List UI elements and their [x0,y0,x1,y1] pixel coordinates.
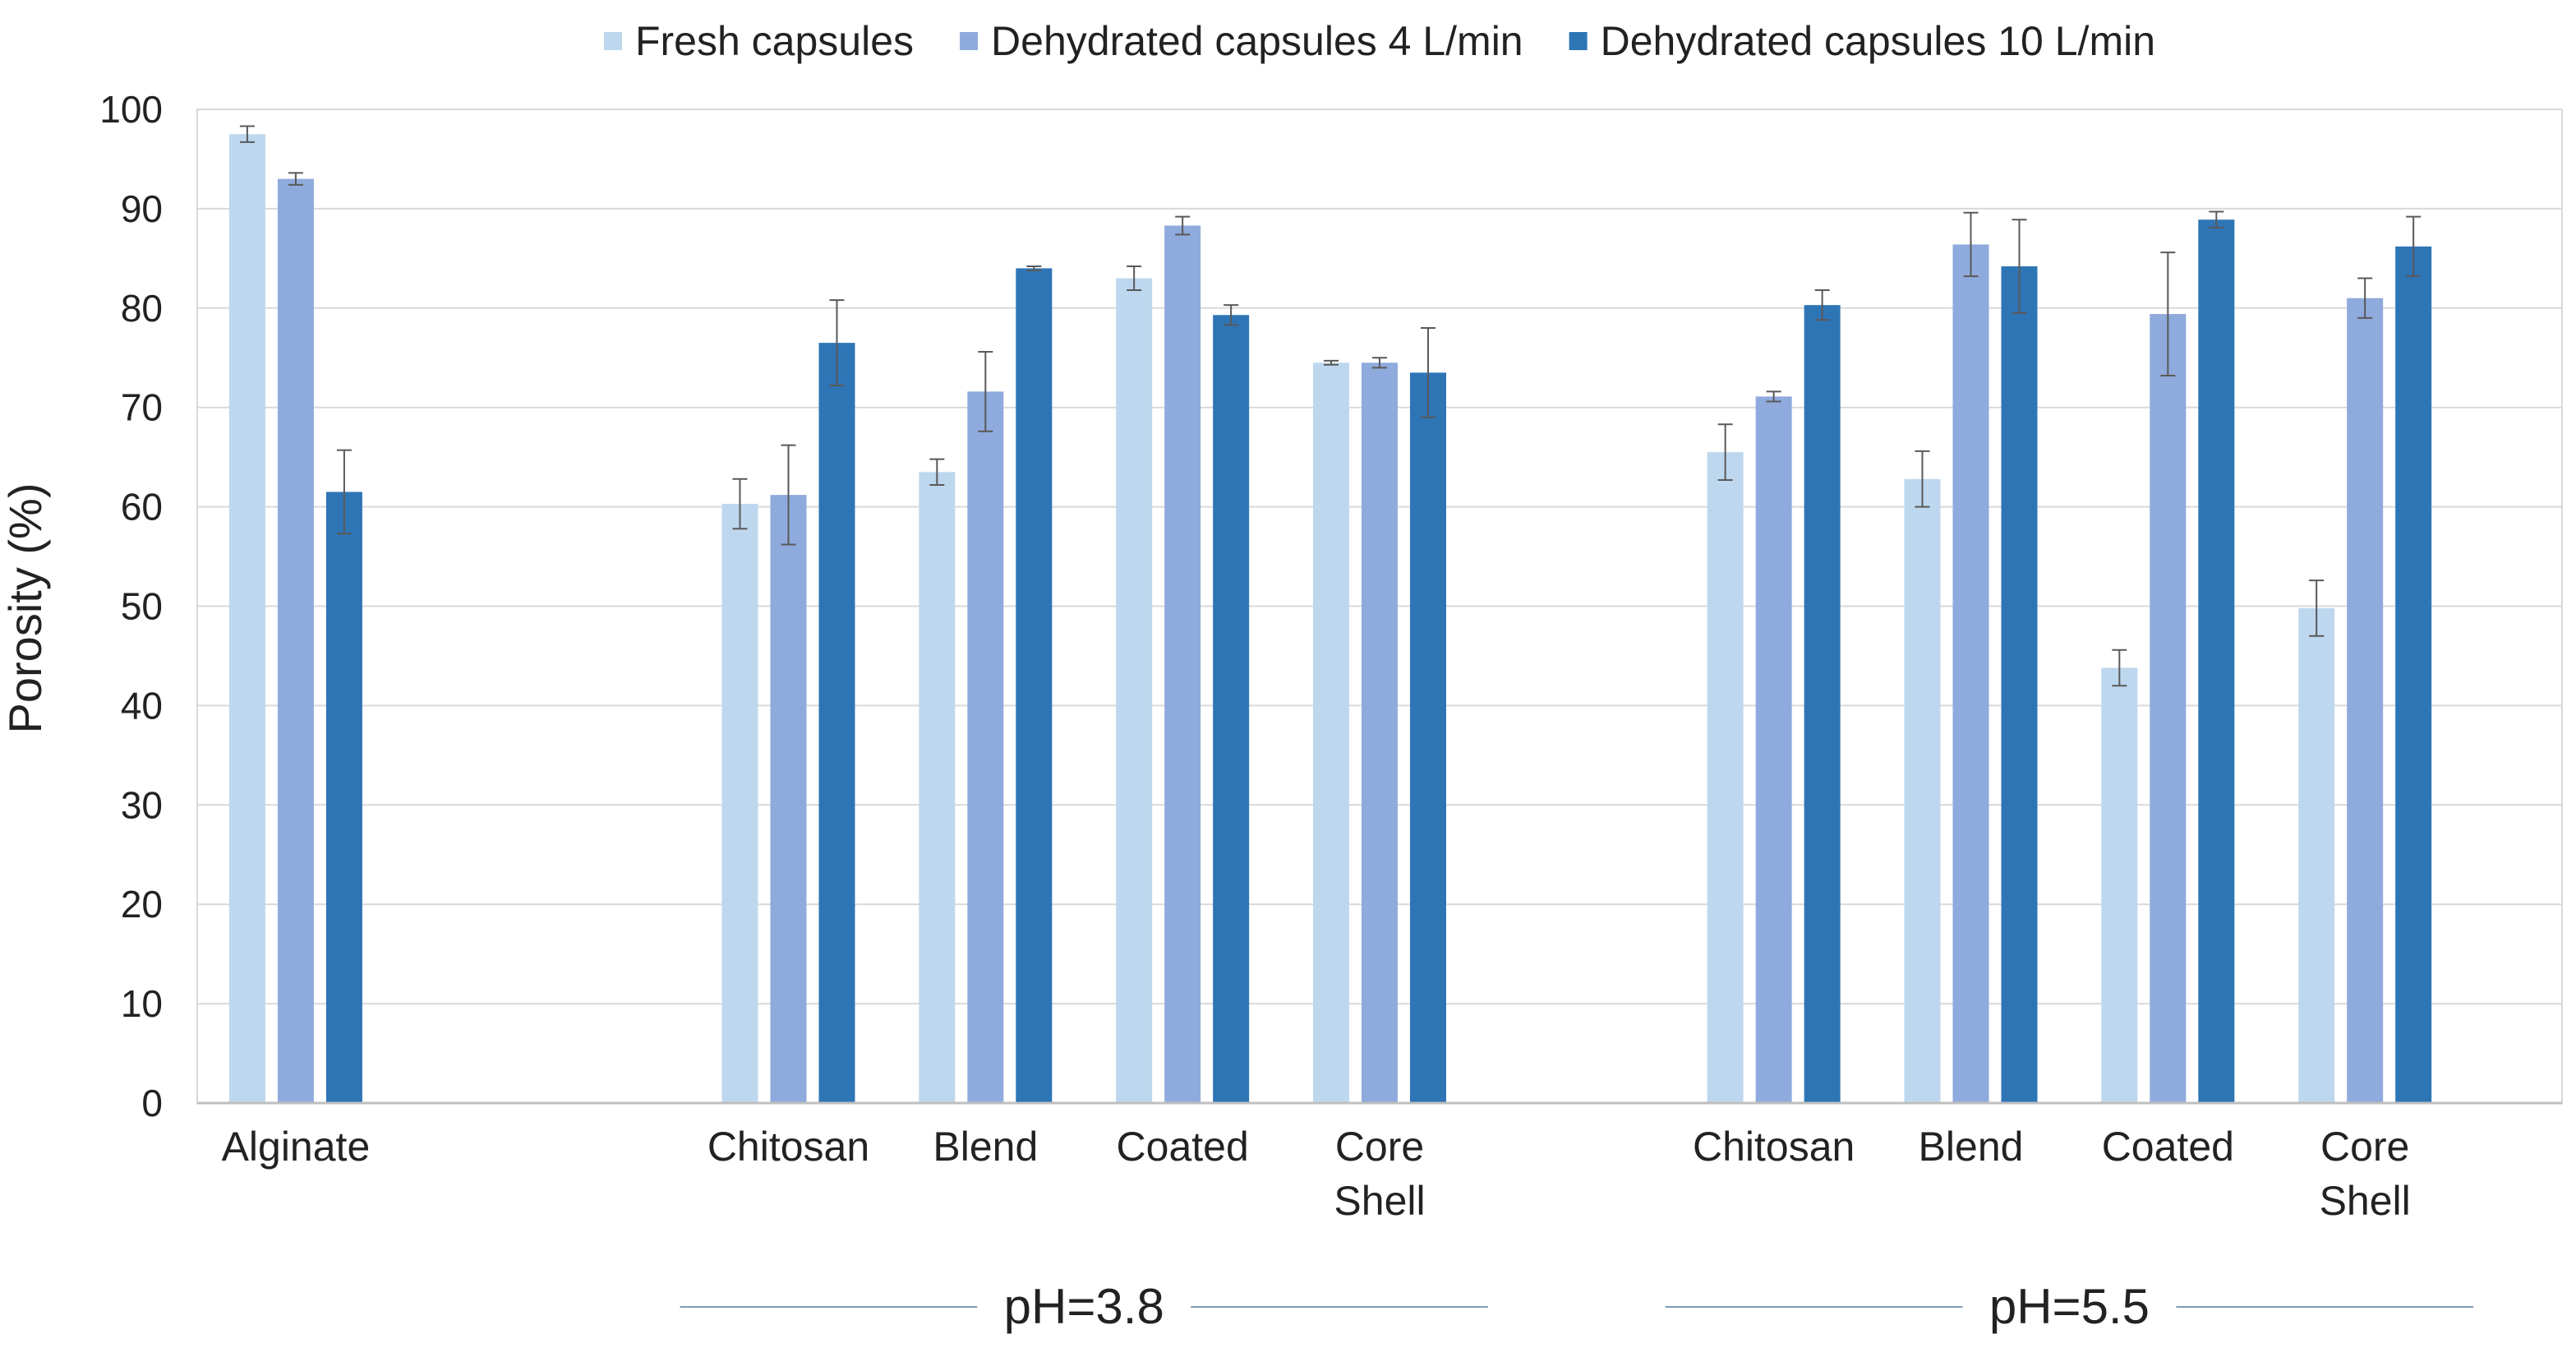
bar [277,178,314,1103]
error-bar [2309,579,2325,637]
bar [967,391,1004,1104]
error-bar [2406,215,2422,278]
y-tick-label: 40 [121,684,163,727]
error-bar [288,172,303,186]
bar [1362,362,1398,1103]
bar [1707,452,1744,1103]
bar [228,134,265,1104]
x-tick-label: Coated [2102,1124,2234,1170]
legend-label: Dehydrated capsules 10 L/min [1601,18,2155,64]
legend-item: Dehydrated capsules 4 L/min [960,18,1523,64]
y-tick-label: 100 [99,88,163,131]
group-labels: pH=3.8 pH=5.5 [680,1279,2474,1334]
error-bar [1324,359,1339,366]
x-tick-label: Coated [1117,1124,1249,1170]
bar [1755,396,1792,1103]
x-tick-label: Chitosan [1693,1124,1855,1170]
bar [2001,266,2038,1104]
bar [1804,305,1841,1104]
bar [325,492,362,1103]
error-bar [2112,649,2127,687]
legend-swatch [1569,32,1588,50]
bar [2347,298,2384,1104]
bar [2395,246,2432,1103]
bar [2198,219,2235,1104]
legend-swatch [603,32,622,50]
error-bar [732,478,748,530]
error-bar [781,444,796,546]
error-bar [1127,265,1142,292]
legend-label: Fresh capsules [635,18,914,64]
bar [1016,268,1053,1103]
x-tick-label: Chitosan [707,1124,869,1170]
y-tick-label: 50 [121,585,163,628]
legend-item: Dehydrated capsules 10 L/min [1569,18,2155,64]
error-bar [1963,211,1979,278]
y-axis-label: Porosity (%) [0,483,51,734]
y-tick-label: 70 [121,386,163,429]
y-tick-label: 30 [121,783,163,826]
error-bar [829,299,845,387]
y-tick-label: 60 [121,486,163,529]
error-bar [1421,326,1435,418]
x-tick-label: Blend [1919,1124,2024,1170]
error-bar [2011,219,2027,314]
error-bar [929,458,945,487]
legend: Fresh capsules Dehydrated capsules 4 L/mi… [603,18,2155,64]
bar [1164,225,1201,1103]
group-label-text: pH=3.8 [1004,1279,1164,1334]
y-tick-label: 0 [141,1082,163,1124]
axes: 0 10 20 30 40 50 60 70 80 90 100 Alginate Chitosan Bl… [99,88,2563,1224]
error-bar [1372,357,1387,369]
error-bar [2160,252,2176,377]
error-bar [1766,390,1781,403]
bar [1213,315,1250,1103]
error-bar [1915,450,1930,508]
bar [721,503,758,1103]
bar [1904,478,1941,1103]
x-tick-label: Blend [933,1124,1038,1170]
error-bar [1175,215,1191,236]
error-bar [1026,265,1042,271]
group-label-text: pH=5.5 [1989,1279,2150,1334]
y-tick-label: 10 [121,982,163,1025]
legend-swatch [960,32,979,50]
y-tick-label: 80 [121,287,163,330]
bar [1952,244,1989,1103]
error-bar [2209,210,2224,229]
group-label-0: pH=3.8 [680,1279,1488,1334]
bar [919,472,956,1103]
bar [1410,372,1446,1103]
bar [2150,314,2187,1104]
error-bar [336,449,352,535]
legend-label: Dehydrated capsules 4 L/min [991,18,1523,64]
error-bar [978,350,993,432]
error-bar [1717,423,1733,481]
error-bar [239,125,255,143]
y-tick-label: 20 [121,883,163,926]
error-bar [2357,277,2373,319]
error-bar [1814,289,1830,321]
error-bar [1223,304,1239,326]
bar [2101,667,2138,1103]
y-tick-label: 90 [121,187,163,230]
error-bars [239,125,2422,687]
bar [1116,278,1153,1103]
legend-item: Fresh capsules [603,18,914,64]
x-tick-label: Core Shell [2320,1124,2411,1224]
bar [818,343,855,1103]
x-tick-label: Core Shell [1334,1124,1425,1224]
bar [1313,362,1349,1103]
bar [2298,607,2335,1103]
bar [770,495,807,1103]
x-tick-label: Alginate [222,1124,371,1170]
bars [228,134,2432,1104]
group-label-1: pH=5.5 [1665,1279,2474,1334]
